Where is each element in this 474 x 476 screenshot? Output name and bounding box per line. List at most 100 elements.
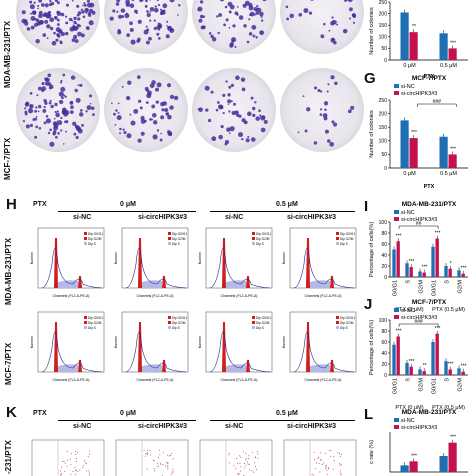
flow-event — [77, 471, 78, 472]
colony-dot — [147, 13, 151, 17]
colony-dot — [157, 0, 159, 1]
colony-dot — [154, 8, 159, 13]
colony-dot — [314, 141, 317, 144]
y-axis-label: Percentage of cells(%) — [369, 320, 375, 375]
colony-dot — [127, 80, 131, 84]
colony-dot — [113, 113, 116, 116]
flow-event — [157, 466, 158, 467]
bar — [401, 465, 409, 472]
colony-dot — [169, 28, 174, 33]
histogram-y-label: Number — [282, 335, 286, 348]
colony-dot — [34, 136, 37, 139]
x-tick-label: G2/M — [419, 378, 425, 392]
legend-label: si-circHIPK3#3 — [401, 91, 437, 97]
histogram-y-label: Number — [114, 251, 118, 264]
y-tick-label: 0 — [384, 166, 387, 172]
colony-dot — [91, 107, 94, 110]
flow-event — [86, 470, 87, 471]
histogram-legend-label: Dip G0/G1 — [256, 232, 271, 236]
flow-event — [70, 459, 71, 460]
histogram-legend-label: Dip S — [256, 242, 264, 246]
colony-dot — [38, 110, 40, 112]
flow-event — [239, 455, 240, 456]
flow-event — [340, 465, 341, 466]
flow-event — [67, 466, 68, 467]
colony-dot — [84, 4, 87, 7]
colony-dot — [41, 89, 44, 92]
colony-dot — [52, 41, 57, 46]
colony-dot — [243, 24, 246, 27]
colony-dot — [49, 102, 52, 105]
legend-swatch — [394, 91, 399, 95]
flow-event — [238, 474, 239, 475]
colony-dot — [50, 27, 53, 30]
flow-event — [158, 466, 159, 467]
colony-dot — [349, 7, 353, 11]
colony-dot — [157, 129, 159, 131]
colony-bar-chart-g: MCF-7/PTXsi-NCsi-circHIPK3#3050100150200… — [362, 70, 474, 190]
colony-dot — [133, 109, 138, 114]
h-sicirc-1: si-circHIPK3#3 — [138, 214, 187, 221]
colony-dot — [309, 0, 314, 1]
bar — [449, 269, 452, 277]
colony-dot — [237, 6, 239, 8]
colony-dot — [26, 124, 30, 128]
bar — [410, 367, 413, 375]
k-sinc-1: si-NC — [73, 423, 91, 430]
colony-dot — [223, 23, 226, 26]
histogram-legend-swatch — [168, 316, 171, 319]
colony-dot — [148, 37, 152, 41]
flow-event — [239, 463, 240, 464]
colony-dot — [169, 105, 173, 109]
colony-dot — [53, 32, 56, 35]
colony-dot — [252, 107, 255, 110]
flow-frame — [200, 440, 272, 476]
y-tick-label: 20 — [381, 362, 387, 368]
colony-dot — [197, 9, 199, 11]
flow-event — [147, 454, 148, 455]
x-tick-label: S — [406, 378, 412, 382]
flow-event — [312, 474, 313, 475]
colony-dot — [65, 32, 69, 36]
colony-dot — [259, 12, 264, 17]
histogram-legend-swatch — [84, 232, 87, 235]
k-ptx-label: PTX — [33, 410, 47, 417]
colony-dot — [119, 132, 121, 134]
bar — [401, 120, 409, 168]
flow-event — [249, 469, 250, 470]
histogram-legend-swatch — [252, 242, 255, 245]
flow-event — [333, 469, 334, 470]
colony-dot — [83, 15, 86, 18]
flow-event — [340, 473, 341, 474]
colony-dot — [198, 108, 200, 110]
h-ptx-label: PTX — [33, 201, 47, 208]
colony-dot — [38, 105, 41, 108]
histogram-legend-label: Dip G0/G1 — [88, 232, 103, 236]
y-tick-label: 20 — [381, 264, 387, 270]
flow-event — [334, 460, 335, 461]
x-axis-label: PTX — [424, 184, 435, 190]
colony-dot — [138, 139, 142, 143]
bar — [440, 137, 448, 168]
flow-event — [326, 465, 327, 466]
colony-dot — [320, 34, 324, 38]
histogram-legend-swatch — [168, 232, 171, 235]
flow-event — [341, 474, 342, 475]
colony-dot — [209, 32, 212, 35]
colony-dot — [141, 116, 145, 120]
colony-dot — [327, 139, 331, 143]
colony-dot — [61, 13, 65, 17]
colony-dot — [122, 128, 124, 130]
flow-event — [76, 461, 77, 462]
histogram-y-label: Number — [114, 335, 118, 348]
colony-dot — [130, 28, 134, 32]
bar — [462, 274, 465, 277]
flow-event — [88, 456, 89, 457]
colony-dot — [24, 107, 26, 109]
bar — [431, 247, 434, 277]
colony-dot — [89, 94, 92, 97]
